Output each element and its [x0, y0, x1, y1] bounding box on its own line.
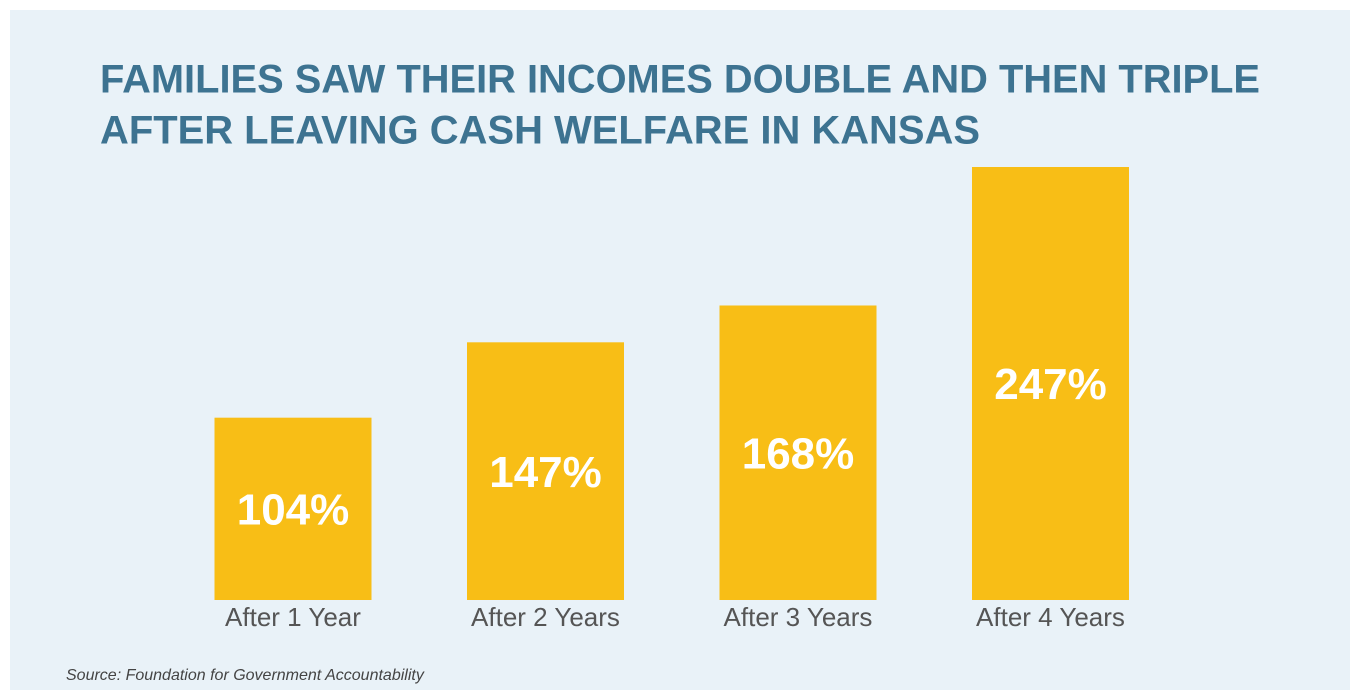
bar: [467, 342, 624, 600]
bar: [719, 305, 877, 600]
data-label: 104%: [237, 485, 350, 534]
data-label: 147%: [489, 448, 602, 497]
chart-title: FAMILIES SAW THEIR INCOMES DOUBLE AND TH…: [100, 58, 1260, 102]
chart-title: AFTER LEAVING CASH WELFARE IN KANSAS: [100, 109, 980, 153]
source-note: Source: Foundation for Government Accoun…: [66, 667, 425, 684]
bar: [214, 417, 372, 600]
x-tick-label: After 4 Years: [976, 602, 1125, 632]
x-tick-label: After 3 Years: [724, 602, 873, 632]
bar: [972, 167, 1129, 600]
data-label: 247%: [994, 360, 1107, 409]
x-tick-label: After 2 Years: [471, 602, 620, 632]
data-label: 168%: [742, 429, 855, 478]
x-tick-label: After 1 Year: [225, 602, 361, 632]
